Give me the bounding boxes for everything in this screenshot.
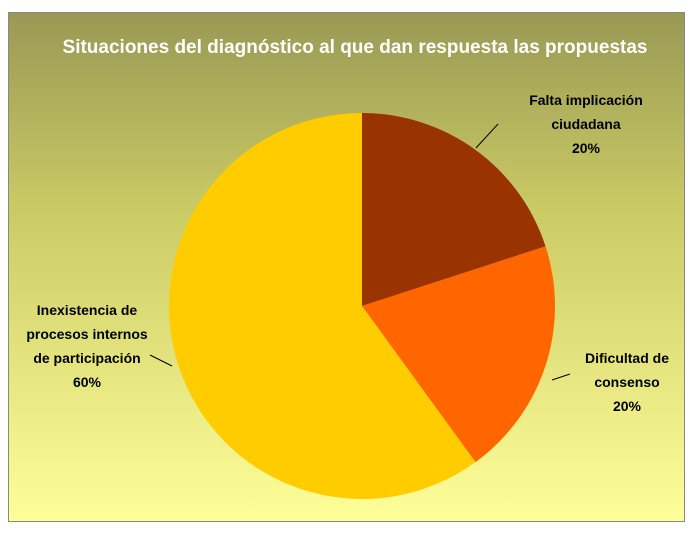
value-label: 60% (72, 374, 102, 390)
chart-title: Situaciones del diagnóstico al que dan r… (62, 37, 648, 58)
slice-label: Inexistencia de procesos internos de par… (22, 298, 152, 394)
value-label: 20% (612, 398, 642, 414)
leader-line (149, 354, 173, 367)
slice-label: Falta implicación ciudadana 20% (506, 88, 666, 160)
category-label: Inexistencia de procesos internos de par… (26, 302, 148, 366)
leader-line (551, 373, 571, 381)
pie-slice (362, 246, 555, 463)
pie-slice (362, 113, 546, 306)
pie-slice (169, 113, 476, 499)
leader-line (475, 123, 499, 149)
slice-label: Dificultad de consenso 20% (572, 346, 682, 418)
category-label: Falta implicación ciudadana (529, 92, 643, 132)
value-label: 20% (571, 140, 601, 156)
category-label: Dificultad de consenso (584, 350, 669, 390)
